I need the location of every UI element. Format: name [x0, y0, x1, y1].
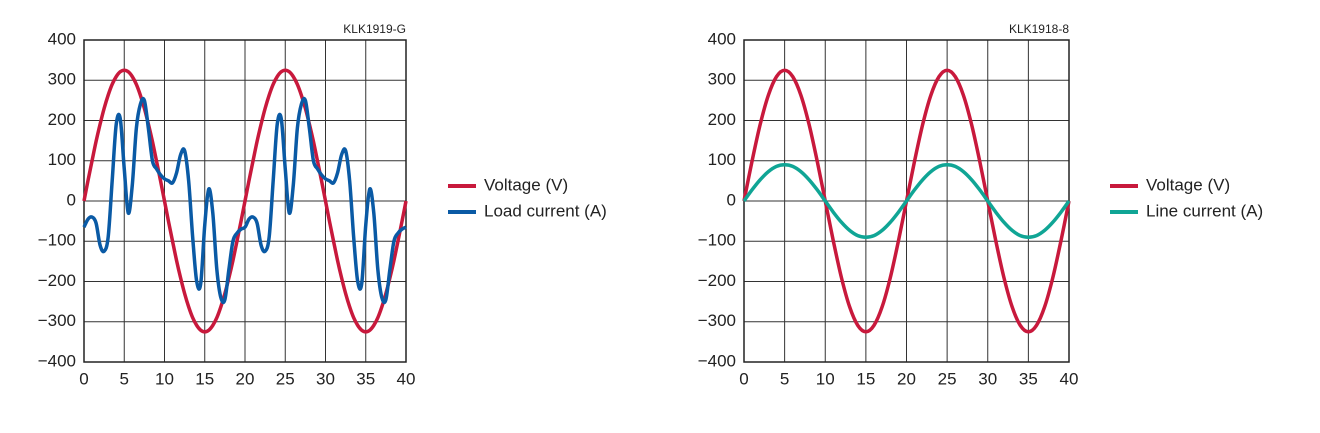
line-series	[82, 96, 407, 305]
x-tick-label: 40	[1060, 369, 1079, 388]
line-series	[82, 68, 408, 334]
legend-label: Voltage (V)	[484, 175, 568, 194]
annotation: KLK1919-G	[343, 22, 406, 36]
x-tick-label: 30	[316, 369, 335, 388]
line-series	[742, 163, 1071, 239]
y-tick-label: 200	[708, 110, 736, 129]
y-tick-label: 100	[708, 150, 736, 169]
x-tick-label: 25	[938, 369, 957, 388]
x-tick-label: 20	[236, 369, 255, 388]
annotation: KLK1918-8	[1009, 22, 1069, 36]
x-tick-label: 15	[856, 369, 875, 388]
x-tick-label: 5	[780, 369, 789, 388]
y-tick-label: −100	[38, 231, 76, 250]
x-tick-label: 30	[978, 369, 997, 388]
x-tick-label: 0	[79, 369, 88, 388]
y-tick-label: −200	[38, 271, 76, 290]
legend-label: Voltage (V)	[1146, 175, 1230, 194]
x-tick-label: 10	[155, 369, 174, 388]
y-tick-label: 0	[727, 190, 736, 209]
x-tick-label: 20	[897, 369, 916, 388]
x-tick-label: 15	[195, 369, 214, 388]
x-tick-label: 25	[276, 369, 295, 388]
x-tick-label: 40	[397, 369, 416, 388]
x-tick-label: 35	[1019, 369, 1038, 388]
y-tick-label: −200	[698, 271, 736, 290]
y-tick-label: 300	[48, 70, 76, 89]
y-tick-label: −400	[38, 351, 76, 370]
y-tick-label: 400	[708, 29, 736, 48]
y-tick-label: 100	[48, 150, 76, 169]
y-tick-label: 300	[708, 70, 736, 89]
x-tick-label: 35	[356, 369, 375, 388]
legend-label: Load current (A)	[484, 201, 607, 220]
x-tick-label: 10	[816, 369, 835, 388]
y-tick-label: −400	[698, 351, 736, 370]
y-tick-label: −300	[698, 311, 736, 330]
y-tick-label: 400	[48, 29, 76, 48]
y-tick-label: 200	[48, 110, 76, 129]
x-tick-label: 0	[739, 369, 748, 388]
x-tick-label: 5	[120, 369, 129, 388]
y-tick-label: 0	[67, 190, 76, 209]
y-tick-label: −300	[38, 311, 76, 330]
y-tick-label: −100	[698, 231, 736, 250]
legend-label: Line current (A)	[1146, 201, 1263, 220]
